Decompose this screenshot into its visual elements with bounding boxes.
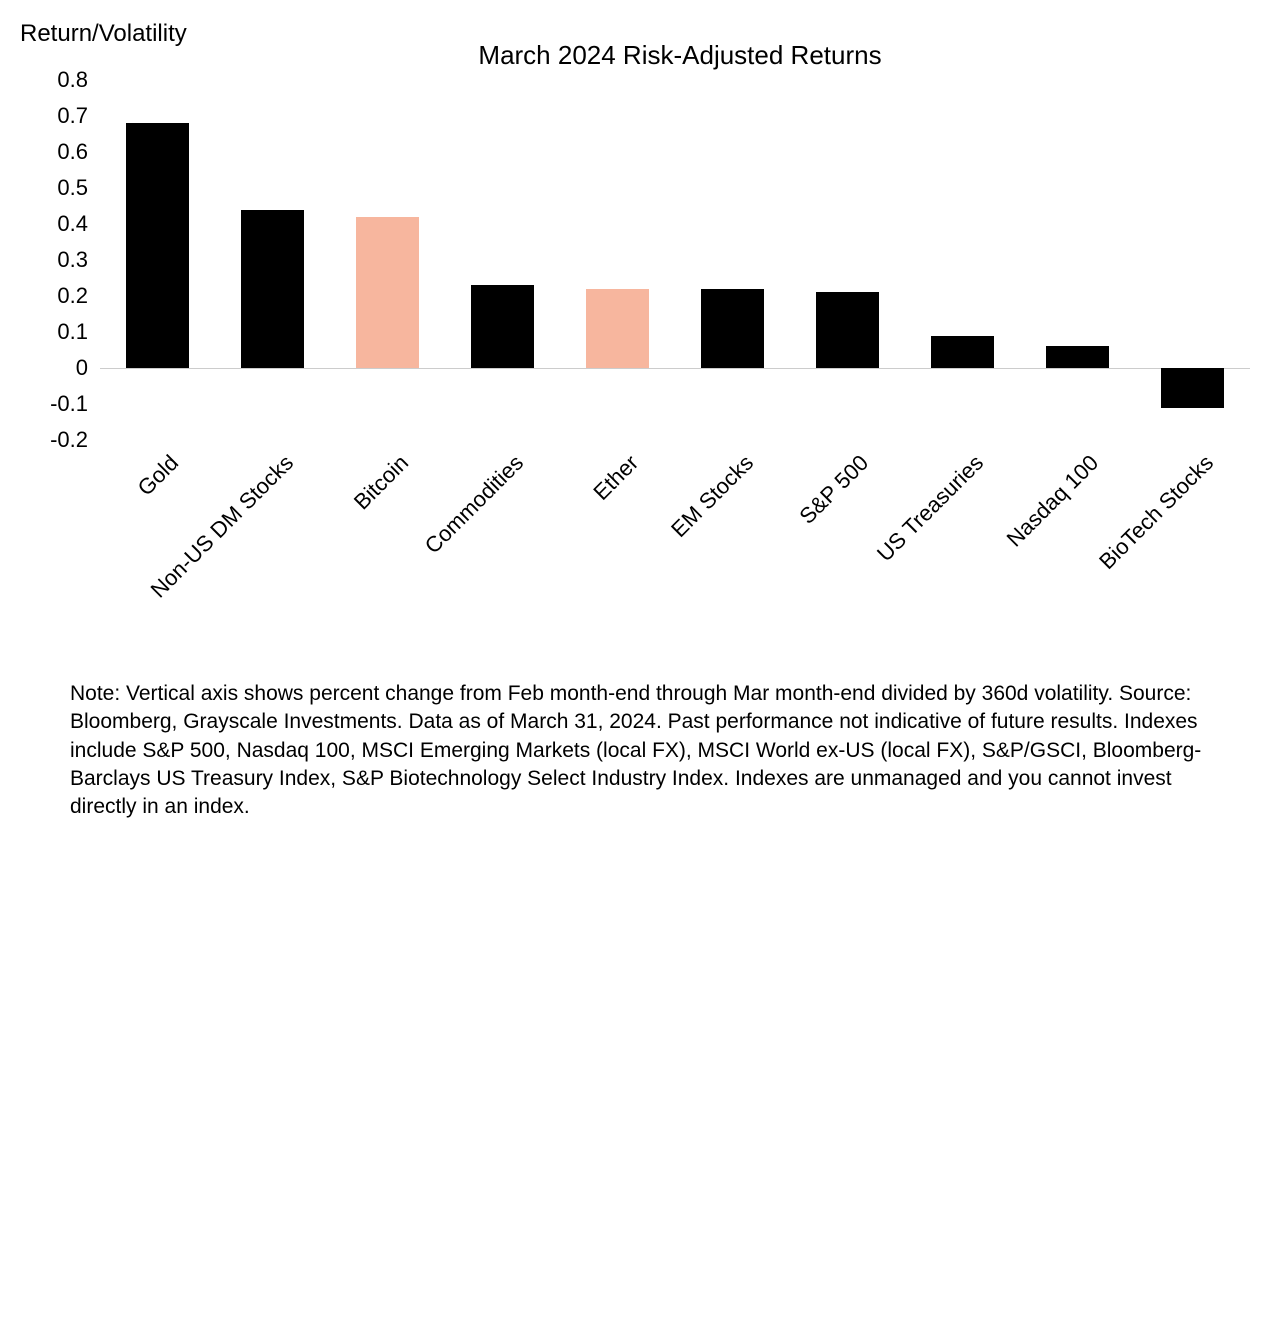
plot-area xyxy=(100,80,1250,440)
y-tick-label: 0.4 xyxy=(0,211,88,237)
chart-title: March 2024 Risk-Adjusted Returns xyxy=(380,40,980,71)
y-tick-label: 0.7 xyxy=(0,103,88,129)
y-tick-label: 0.2 xyxy=(0,283,88,309)
y-tick-label: 0.3 xyxy=(0,247,88,273)
baseline xyxy=(100,368,1250,369)
bar xyxy=(701,289,764,368)
bar xyxy=(241,210,304,368)
bar xyxy=(931,336,994,368)
bar xyxy=(356,217,419,368)
y-tick-label: 0 xyxy=(0,355,88,381)
x-axis-label: BioTech Stocks xyxy=(352,450,1219,1317)
bar xyxy=(1161,368,1224,408)
y-tick-label: 0.6 xyxy=(0,139,88,165)
y-tick-label: -0.2 xyxy=(0,427,88,453)
x-axis-label: Non-US DM Stocks xyxy=(82,450,299,667)
bar xyxy=(586,289,649,368)
bar xyxy=(1046,346,1109,368)
bar xyxy=(126,123,189,368)
chart-container: Return/Volatility March 2024 Risk-Adjust… xyxy=(0,0,1271,844)
y-tick-label: 0.5 xyxy=(0,175,88,201)
y-tick-label: 0.1 xyxy=(0,319,88,345)
x-axis-label: Nasdaq 100 xyxy=(318,450,1104,1236)
y-tick-label: -0.1 xyxy=(0,391,88,417)
bar xyxy=(471,285,534,368)
y-axis-title: Return/Volatility xyxy=(20,20,187,48)
bar xyxy=(816,292,879,368)
y-tick-label: 0.8 xyxy=(0,67,88,93)
